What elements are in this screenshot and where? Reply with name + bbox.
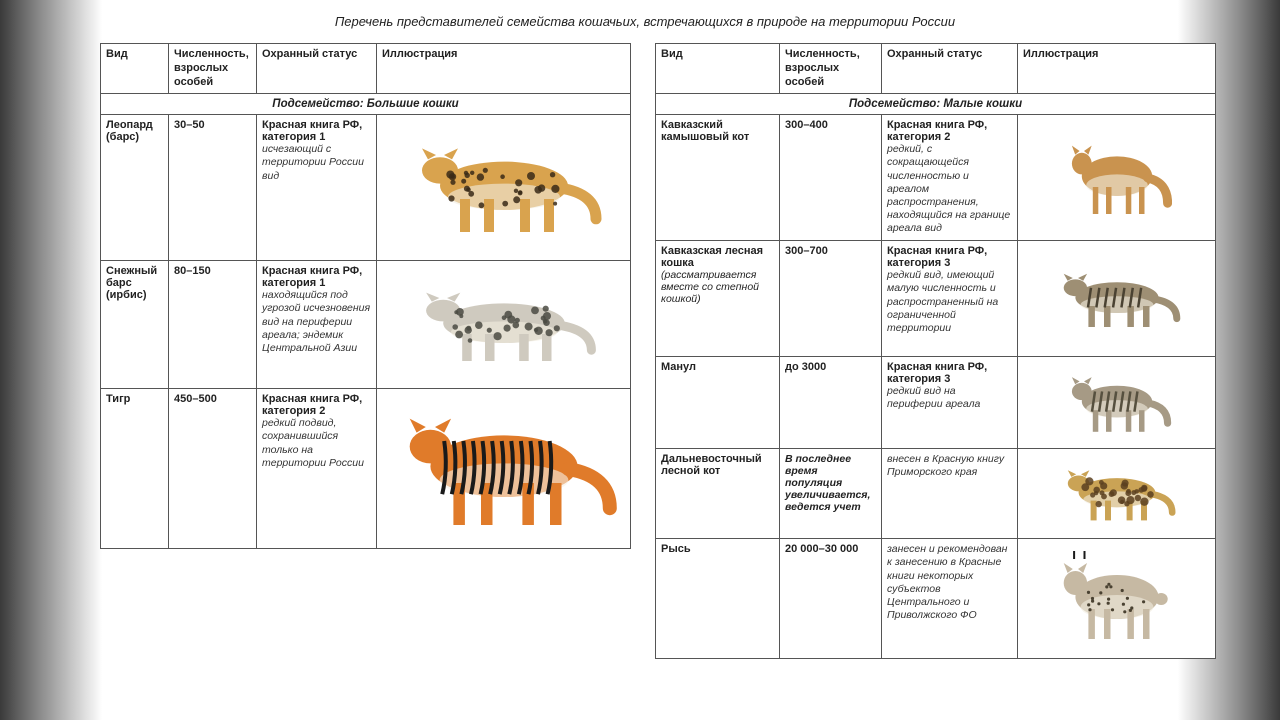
table-header-row: Вид Численность, взрослых особей Охранны… [101, 44, 631, 94]
status-note: редкий подвид, сохранившийся только на т… [262, 417, 371, 470]
cell-population: 80–150 [169, 261, 257, 389]
cell-population: В последнее время популяция увеличиваетс… [780, 449, 882, 539]
lynx-icon [1023, 549, 1210, 649]
status-title: Красная книга РФ, категория 1 [262, 119, 371, 143]
species-name: Кавказская лесная кошка [661, 245, 774, 269]
species-name: Снежный барс (ирбис) [106, 265, 163, 301]
amur-cat-icon [1023, 461, 1210, 527]
table-big-cats: Вид Численность, взрослых особей Охранны… [100, 43, 631, 549]
table-small-cats: Вид Численность, взрослых особей Охранны… [655, 43, 1216, 659]
cell-species: Снежный барс (ирбис) [101, 261, 169, 389]
subfamily-label: Подсемейство: Малые кошки [656, 94, 1216, 115]
table-row: Кавказский камышовый кот 300–400 Красная к… [656, 115, 1216, 241]
cell-species: Кавказская лесная кошка(рассматривается … [656, 241, 780, 357]
cell-species: Дальневосточный лесной кот [656, 449, 780, 539]
status-title: Красная книга РФ, категория 1 [262, 265, 371, 289]
cell-species: Тигр [101, 389, 169, 549]
status-note: редкий вид, имеющий малую численность и … [887, 269, 1012, 335]
col-population: Численность, взрослых особей [780, 44, 882, 94]
species-name: Дальневосточный лесной кот [661, 453, 774, 477]
species-name: Манул [661, 361, 774, 373]
cell-population: 300–700 [780, 241, 882, 357]
species-name: Леопард (барс) [106, 119, 163, 143]
cell-illustration [1018, 115, 1216, 241]
species-name: Тигр [106, 393, 163, 405]
status-title: Красная книга РФ, категория 2 [887, 119, 1012, 143]
subfamily-header: Подсемейство: Большие кошки [101, 94, 631, 115]
species-name: Рысь [661, 543, 774, 555]
status-note: внесен в Красную книгу Приморского края [887, 453, 1012, 479]
col-population: Численность, взрослых особей [169, 44, 257, 94]
cell-status: Красная книга РФ, категория 1находящийся… [257, 261, 377, 389]
table-row: Дальневосточный лесной кот В последнее вр… [656, 449, 1216, 539]
population-value: 450–500 [174, 393, 217, 405]
status-note: исчезающий с территории России вид [262, 143, 371, 182]
tables-container: Вид Численность, взрослых особей Охранны… [100, 43, 1190, 659]
status-note: редкий вид на периферии ареала [887, 385, 1012, 411]
col-species: Вид [656, 44, 780, 94]
leopard-icon [382, 133, 625, 243]
status-note: находящийся под угрозой исчезновения вид… [262, 289, 371, 355]
cell-species: Леопард (барс) [101, 115, 169, 261]
status-note: редкий, с сокращающейся численностью и а… [887, 143, 1012, 235]
cell-illustration [1018, 449, 1216, 539]
cell-population: 20 000–30 000 [780, 539, 882, 659]
table-row: Тигр 450–500 Красная книга РФ, категория 2… [101, 389, 631, 549]
table-row: Снежный барс (ирбис) 80–150 Красная книга … [101, 261, 631, 389]
cell-status: внесен в Красную книгу Приморского края [882, 449, 1018, 539]
col-status: Охранный статус [257, 44, 377, 94]
cell-status: Красная книга РФ, категория 3редкий вид … [882, 357, 1018, 449]
table-row: Леопард (барс) 30–50 Красная книга РФ, кат… [101, 115, 631, 261]
cell-illustration [1018, 357, 1216, 449]
cell-species: Рысь [656, 539, 780, 659]
jungle-cat-icon [1023, 133, 1210, 223]
subfamily-header: Подсемейство: Малые кошки [656, 94, 1216, 115]
population-value: 80–150 [174, 265, 211, 277]
population-value: 300–400 [785, 119, 828, 131]
wildcat-icon [1023, 264, 1210, 334]
status-title: Красная книга РФ, категория 3 [887, 361, 1012, 385]
species-note: (рассматривается вместе со степной кошко… [661, 269, 774, 305]
table-row: Рысь 20 000–30 000 занесен и рекомендован … [656, 539, 1216, 659]
table-row: Кавказская лесная кошка(рассматривается … [656, 241, 1216, 357]
status-note: занесен и рекомендован к занесению в Кра… [887, 543, 1012, 622]
table-row: Манул до 3000 Красная книга РФ, категория … [656, 357, 1216, 449]
col-illustration: Иллюстрация [1018, 44, 1216, 94]
cell-population: 30–50 [169, 115, 257, 261]
cell-status: занесен и рекомендован к занесению в Кра… [882, 539, 1018, 659]
population-value: 300–700 [785, 245, 828, 257]
page-title: Перечень представителей семейства кошачь… [100, 14, 1190, 29]
tiger-icon [382, 399, 625, 539]
manul-icon [1023, 367, 1210, 439]
cell-species: Кавказский камышовый кот [656, 115, 780, 241]
cell-illustration [1018, 241, 1216, 357]
subfamily-label: Подсемейство: Большие кошки [101, 94, 631, 115]
col-species: Вид [101, 44, 169, 94]
cell-illustration [377, 261, 631, 389]
table-header-row: Вид Численность, взрослых особей Охранны… [656, 44, 1216, 94]
population-value: до 3000 [785, 361, 826, 373]
col-status: Охранный статус [882, 44, 1018, 94]
cell-illustration [377, 389, 631, 549]
population-note: В последнее время популяция увеличиваетс… [785, 453, 870, 513]
status-title: Красная книга РФ, категория 2 [262, 393, 371, 417]
population-value: 30–50 [174, 119, 205, 131]
population-value: 20 000–30 000 [785, 543, 858, 555]
cell-status: Красная книга РФ, категория 3редкий вид,… [882, 241, 1018, 357]
cell-species: Манул [656, 357, 780, 449]
cell-status: Красная книга РФ, категория 2редкий, с с… [882, 115, 1018, 241]
cell-status: Красная книга РФ, категория 2редкий подв… [257, 389, 377, 549]
cell-status: Красная книга РФ, категория 1исчезающий … [257, 115, 377, 261]
cell-illustration [377, 115, 631, 261]
species-name: Кавказский камышовый кот [661, 119, 774, 143]
cell-illustration [1018, 539, 1216, 659]
cell-population: до 3000 [780, 357, 882, 449]
status-title: Красная книга РФ, категория 3 [887, 245, 1012, 269]
col-illustration: Иллюстрация [377, 44, 631, 94]
snow-leopard-icon [382, 280, 625, 370]
cell-population: 450–500 [169, 389, 257, 549]
cell-population: 300–400 [780, 115, 882, 241]
